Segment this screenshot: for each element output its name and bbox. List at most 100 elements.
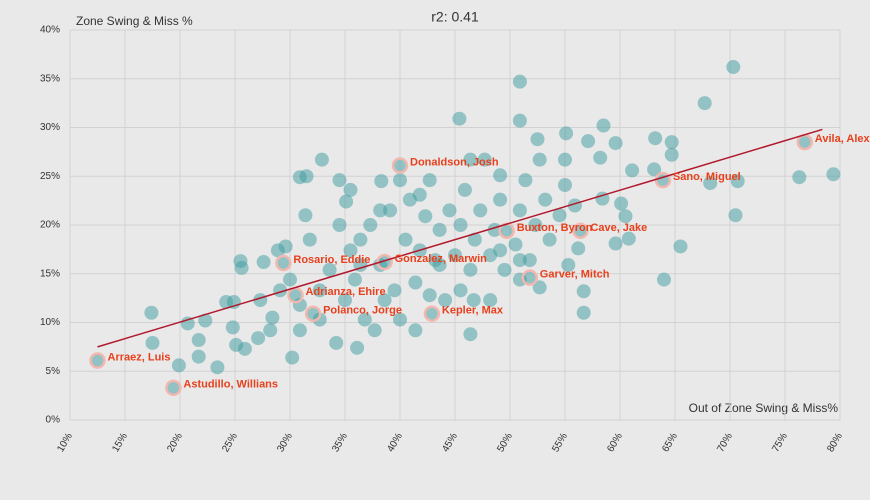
- y-tick-label: 15%: [40, 268, 60, 279]
- point: [697, 96, 712, 111]
- point: [398, 232, 413, 247]
- point: [792, 170, 807, 185]
- point: [522, 253, 537, 268]
- point: [299, 169, 314, 184]
- point: [493, 243, 508, 258]
- point: [581, 134, 596, 149]
- point: [538, 192, 553, 207]
- point-label: Donaldson, Josh: [410, 156, 499, 168]
- point: [432, 257, 447, 272]
- point: [338, 293, 352, 308]
- trend-line: [97, 128, 823, 348]
- point: [463, 327, 478, 342]
- point: [512, 203, 527, 218]
- point: [728, 208, 743, 223]
- point: [376, 253, 393, 271]
- point: [363, 218, 378, 232]
- point: [512, 74, 527, 89]
- point: [664, 135, 679, 150]
- point: [312, 283, 327, 298]
- point: [322, 262, 337, 277]
- point: [314, 152, 329, 167]
- point: [796, 133, 814, 151]
- point: [210, 360, 225, 375]
- point: [576, 284, 591, 299]
- point: [542, 232, 557, 247]
- point: [332, 173, 347, 188]
- point: [558, 178, 572, 193]
- point: [422, 288, 437, 303]
- point-label: Garver, Mitch: [540, 269, 610, 281]
- point: [512, 253, 527, 268]
- point: [463, 152, 478, 167]
- point: [463, 262, 478, 277]
- point: [89, 352, 106, 369]
- point: [275, 254, 292, 272]
- point: [180, 316, 195, 331]
- point: [726, 60, 741, 75]
- point: [453, 283, 468, 298]
- point: [512, 113, 527, 128]
- y-tick-label: 35%: [40, 73, 60, 84]
- point: [237, 341, 252, 356]
- point: [595, 191, 610, 206]
- point: [477, 152, 492, 167]
- point: [393, 312, 407, 327]
- point: [191, 349, 206, 364]
- point: [466, 293, 481, 308]
- point: [508, 237, 523, 252]
- point-label: Buxton, Byron: [517, 222, 593, 234]
- point: [353, 232, 368, 247]
- point: [165, 379, 182, 397]
- point: [521, 269, 539, 286]
- point: [576, 305, 591, 320]
- point: [618, 209, 633, 224]
- point-label: Kepler, Max: [442, 305, 504, 317]
- point: [408, 323, 423, 338]
- point: [332, 218, 347, 232]
- y-tick-label: 30%: [40, 122, 60, 133]
- point: [418, 209, 433, 224]
- point: [350, 340, 365, 355]
- point: [408, 275, 423, 290]
- point: [432, 222, 447, 237]
- point-label: Astudillo, Willians: [183, 379, 278, 391]
- point: [608, 236, 623, 251]
- point: [171, 358, 186, 373]
- point: [673, 239, 688, 254]
- point: [265, 310, 280, 325]
- point: [347, 272, 362, 287]
- point: [191, 333, 206, 348]
- point: [373, 203, 388, 218]
- y-tick-label: 25%: [40, 171, 60, 182]
- point: [457, 182, 472, 197]
- point: [302, 232, 317, 247]
- point-label: Adrianza, Ehire: [306, 286, 386, 298]
- point: [559, 126, 574, 141]
- point: [234, 260, 249, 275]
- point-label: Rosario, Eddie: [293, 254, 370, 266]
- y-tick-label: 10%: [40, 317, 60, 328]
- point: [391, 157, 409, 174]
- point: [593, 150, 608, 165]
- point: [377, 293, 392, 308]
- point: [287, 286, 304, 304]
- point: [198, 313, 213, 328]
- point: [387, 283, 402, 298]
- point: [304, 305, 322, 322]
- point: [703, 176, 718, 191]
- point: [614, 196, 629, 211]
- point: [561, 257, 576, 272]
- point: [283, 272, 297, 287]
- point: [552, 208, 567, 223]
- chart-title: r2: 0.41: [431, 9, 479, 25]
- point: [608, 136, 623, 151]
- y-tick-label: 0%: [46, 415, 61, 426]
- point-label: Polanco, Jorge: [323, 305, 402, 317]
- point: [493, 192, 508, 207]
- point: [530, 132, 545, 147]
- point: [343, 243, 358, 258]
- x-axis-label: Out of Zone Swing & Miss%: [689, 401, 839, 415]
